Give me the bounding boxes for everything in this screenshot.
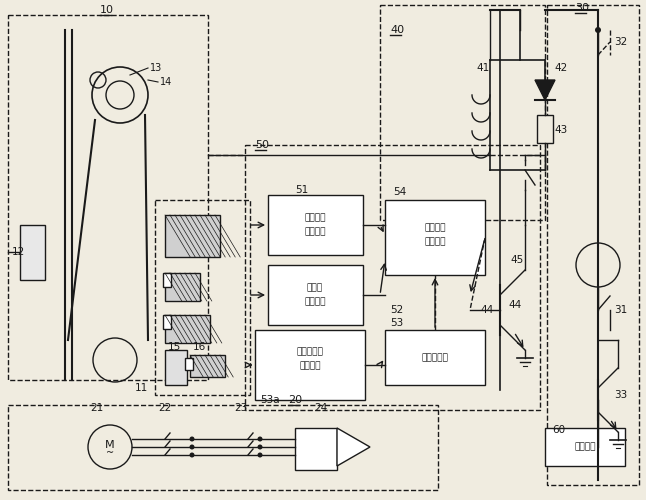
Text: 23: 23 — [234, 403, 247, 413]
Text: 21: 21 — [90, 403, 103, 413]
Text: 制动电源: 制动电源 — [424, 224, 446, 232]
Text: 53: 53 — [390, 318, 403, 328]
Bar — [537, 115, 553, 143]
Text: 13: 13 — [150, 63, 162, 73]
Bar — [165, 315, 210, 343]
Text: 20: 20 — [288, 395, 302, 405]
Bar — [295, 428, 337, 470]
Bar — [385, 200, 485, 275]
Text: 门敞开: 门敞开 — [307, 284, 323, 292]
Circle shape — [189, 436, 194, 442]
Text: 12: 12 — [12, 247, 25, 257]
Text: 检测单元: 检测单元 — [304, 228, 326, 236]
Bar — [185, 358, 193, 370]
Text: 45: 45 — [510, 255, 523, 265]
Bar — [268, 265, 363, 325]
Bar — [268, 195, 363, 255]
Text: 44: 44 — [480, 305, 494, 315]
Bar — [255, 330, 365, 400]
Text: 53a: 53a — [260, 395, 280, 405]
Polygon shape — [337, 428, 370, 466]
Bar — [165, 215, 220, 257]
Text: ~: ~ — [106, 448, 114, 458]
Text: 22: 22 — [158, 403, 171, 413]
Bar — [380, 5, 545, 220]
Circle shape — [258, 444, 262, 450]
Bar — [245, 145, 540, 410]
Text: 16: 16 — [193, 342, 206, 352]
Text: 32: 32 — [614, 37, 627, 47]
Text: M: M — [105, 440, 115, 450]
Bar — [385, 330, 485, 385]
Bar — [165, 350, 187, 385]
Circle shape — [189, 452, 194, 458]
Polygon shape — [535, 80, 555, 100]
Text: 10: 10 — [100, 5, 114, 15]
Text: 42: 42 — [554, 63, 567, 73]
Text: 51: 51 — [295, 185, 308, 195]
Text: 检测单元: 检测单元 — [304, 298, 326, 306]
Bar — [163, 273, 171, 287]
Text: 14: 14 — [160, 77, 172, 87]
Text: 24: 24 — [314, 403, 328, 413]
Bar — [20, 225, 45, 280]
Text: 50: 50 — [255, 140, 269, 150]
Circle shape — [258, 452, 262, 458]
Text: 15: 15 — [168, 342, 182, 352]
Text: 处理单元: 处理单元 — [299, 362, 321, 370]
Text: 41: 41 — [476, 63, 489, 73]
Bar — [8, 405, 438, 490]
Circle shape — [258, 436, 262, 442]
Text: 54: 54 — [393, 187, 406, 197]
Bar — [190, 355, 225, 377]
Text: 控制单元: 控制单元 — [574, 442, 596, 452]
Bar — [155, 200, 250, 395]
Text: 43: 43 — [554, 125, 567, 135]
Text: 故障检测部: 故障检测部 — [422, 354, 448, 362]
Text: 接点信号: 接点信号 — [304, 214, 326, 222]
Text: 52: 52 — [390, 305, 403, 315]
Text: 33: 33 — [614, 390, 627, 400]
Circle shape — [189, 444, 194, 450]
Bar — [8, 15, 208, 380]
Bar — [547, 5, 639, 485]
Bar — [545, 428, 625, 466]
Text: 切断单元: 切断单元 — [424, 238, 446, 246]
Text: 11: 11 — [135, 383, 148, 393]
Text: 60: 60 — [552, 425, 565, 435]
Bar — [163, 315, 171, 329]
Text: 30: 30 — [575, 3, 589, 13]
Text: 44: 44 — [508, 300, 521, 310]
Text: 31: 31 — [614, 305, 627, 315]
Text: 40: 40 — [390, 25, 404, 35]
Text: 制动力控制: 制动力控制 — [297, 348, 324, 356]
Circle shape — [595, 27, 601, 33]
Bar — [165, 273, 200, 301]
